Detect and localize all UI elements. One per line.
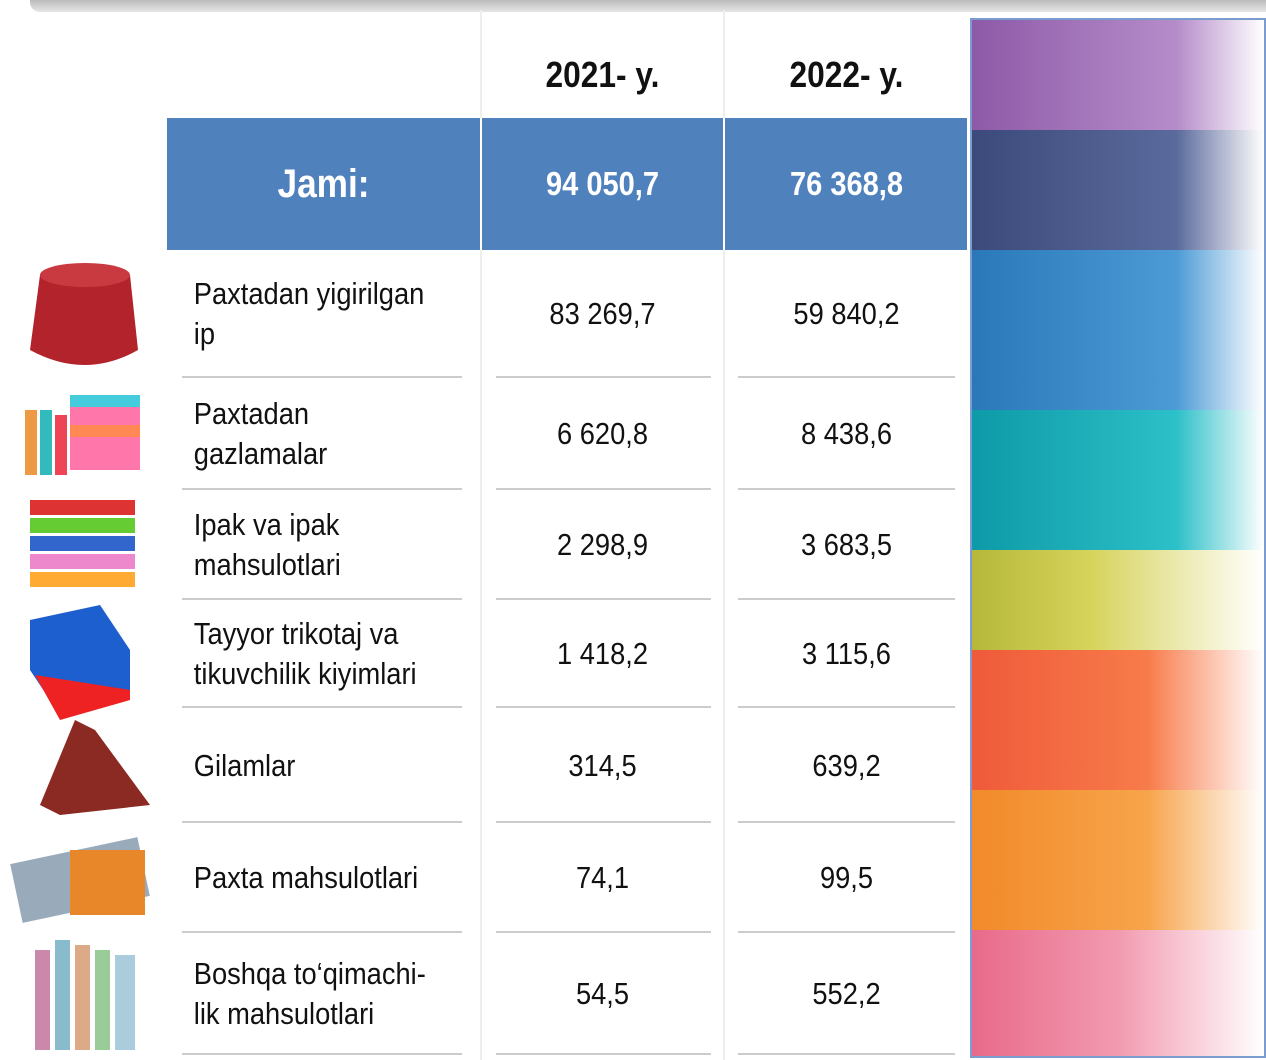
row-separator bbox=[738, 706, 955, 708]
row-separator bbox=[738, 931, 955, 933]
row-separator bbox=[738, 1053, 955, 1055]
col-divider bbox=[480, 10, 482, 1060]
row-separator bbox=[738, 376, 955, 378]
row-separator bbox=[182, 376, 462, 378]
total-label: Jami: bbox=[277, 161, 370, 206]
row-separator bbox=[182, 488, 462, 490]
row-separator bbox=[182, 821, 462, 823]
row-separator bbox=[496, 1053, 711, 1055]
row-value: 54,5 bbox=[575, 976, 630, 1011]
row-label: Paxtadan yigirilgan ip bbox=[193, 276, 425, 351]
row-value: 552,2 bbox=[812, 976, 881, 1011]
row-label: Tayyor trikotaj va tikuvchilik kiyimlari bbox=[193, 616, 417, 691]
row-separator bbox=[182, 598, 462, 600]
row-value: 6 620,8 bbox=[556, 416, 649, 451]
fabric-image bbox=[970, 18, 1266, 1058]
row-value: 2 298,9 bbox=[556, 527, 649, 562]
column-header: 2022- y. bbox=[789, 54, 904, 95]
row-separator bbox=[738, 821, 955, 823]
row-value: 74,1 bbox=[575, 860, 630, 895]
row-value: 8 438,6 bbox=[800, 416, 893, 451]
total-value: 76 368,8 bbox=[789, 165, 904, 202]
total-row-bg bbox=[167, 118, 967, 250]
row-separator bbox=[738, 598, 955, 600]
fabric-icon bbox=[25, 395, 140, 475]
row-separator bbox=[496, 598, 711, 600]
shirts-icon bbox=[30, 605, 130, 720]
row-value: 3 115,6 bbox=[801, 636, 891, 671]
row-value: 83 269,7 bbox=[549, 296, 656, 331]
bolts-icon bbox=[35, 940, 135, 1050]
row-separator bbox=[182, 931, 462, 933]
total-value: 94 050,7 bbox=[545, 165, 660, 202]
col-divider bbox=[480, 118, 482, 250]
row-separator bbox=[496, 931, 711, 933]
row-separator bbox=[182, 706, 462, 708]
row-value: 1 418,2 bbox=[556, 636, 649, 671]
row-label: Ipak va ipak mahsulotlari bbox=[193, 507, 341, 582]
row-separator bbox=[738, 488, 955, 490]
clothes-icon bbox=[30, 500, 135, 587]
row-label: Paxtadan gazlamalar bbox=[193, 396, 328, 471]
col-divider bbox=[723, 10, 725, 1060]
rug-icon bbox=[40, 720, 150, 815]
row-separator bbox=[496, 376, 711, 378]
row-label: Boshqa to‘qimachi-lik mahsulotlari bbox=[193, 956, 426, 1031]
row-value: 639,2 bbox=[812, 747, 881, 783]
row-value: 314,5 bbox=[568, 747, 637, 783]
yarn-icon bbox=[30, 263, 138, 365]
product-icons bbox=[10, 263, 150, 1050]
row-value: 99,5 bbox=[819, 860, 874, 895]
rolls-icon bbox=[10, 837, 150, 923]
row-label: Gilamlar bbox=[193, 747, 296, 783]
col-divider bbox=[723, 118, 725, 250]
top-bar bbox=[30, 0, 1266, 12]
column-header: 2021- y. bbox=[545, 54, 660, 95]
row-separator bbox=[496, 821, 711, 823]
row-separator bbox=[182, 1053, 462, 1055]
row-value: 3 683,5 bbox=[800, 527, 893, 562]
row-separator bbox=[496, 706, 711, 708]
row-separator bbox=[496, 488, 711, 490]
row-label: Paxta mahsulotlari bbox=[193, 860, 419, 895]
row-value: 59 840,2 bbox=[793, 296, 900, 331]
